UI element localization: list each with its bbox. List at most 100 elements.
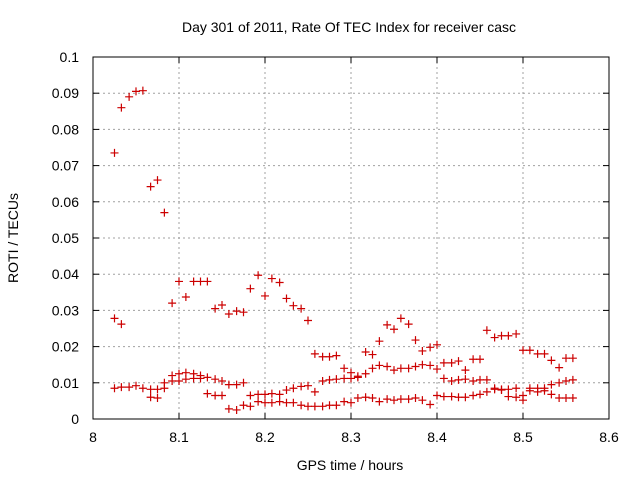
data-point [325,401,334,410]
data-point [525,346,534,355]
data-point [547,380,556,389]
data-point [418,360,427,369]
data-point [361,348,370,357]
data-point [426,361,435,370]
data-point [433,340,441,349]
series-mid [110,314,577,381]
data-point [203,373,212,382]
x-tick-label: 8.6 [599,429,619,445]
data-point [347,374,355,383]
y-tick-label: 0.03 [52,302,79,318]
data-point [562,376,570,385]
data-point [469,376,478,385]
data-point [404,364,413,373]
y-tick-label: 0.1 [60,49,80,65]
data-point [275,278,284,287]
data-point [275,397,284,406]
data-point [297,382,306,391]
data-point [304,316,312,325]
data-points [110,86,577,414]
data-point [289,301,298,310]
data-point [562,354,570,363]
data-point [555,363,564,372]
data-point [318,352,327,361]
x-tick-label: 8.2 [255,429,275,445]
data-point [246,284,255,293]
data-point [146,182,155,191]
data-point [261,291,269,300]
data-point [132,381,140,390]
data-point [203,277,212,286]
data-point [232,405,241,414]
data-point [347,398,355,407]
data-point [512,329,521,338]
data-point [476,355,484,364]
data-point [368,394,377,403]
data-point [469,355,478,364]
data-point [461,393,470,402]
data-point [447,392,456,401]
data-point [390,366,398,375]
y-tick-label: 0.04 [52,266,79,282]
data-point [218,376,226,385]
data-point [411,336,420,345]
axis-ticks [92,56,610,420]
data-point [426,343,435,352]
data-point [275,390,284,399]
data-point [454,393,463,402]
y-tick-label: 0.06 [52,194,79,210]
data-point [175,369,183,378]
data-point [117,320,126,329]
data-point [153,394,162,403]
x-tick-label: 8.3 [341,429,361,445]
data-point [396,364,405,373]
data-point [318,402,327,411]
data-point [267,274,276,283]
y-tick-label: 0.02 [52,339,79,355]
data-point [224,380,233,389]
data-point [282,386,291,395]
data-point [325,375,334,384]
data-point [146,385,155,394]
data-point [390,396,398,405]
data-point [267,398,276,407]
data-point [368,364,377,373]
data-point [189,277,198,286]
data-point [482,326,491,335]
data-point [454,357,463,366]
data-point [332,375,341,384]
data-point [117,103,126,112]
data-point [476,375,484,384]
y-tick-label: 0.07 [52,158,79,174]
data-point [461,375,470,384]
data-point [181,375,190,384]
data-point [411,362,420,371]
data-point [353,373,362,382]
data-point [168,299,177,308]
series-low-2 [146,374,577,414]
x-tick-label: 8 [89,429,97,445]
x-tick-label: 8.1 [169,429,189,445]
data-point [232,380,241,389]
data-point [482,387,491,396]
data-point [160,208,169,217]
data-point [476,390,484,399]
data-point [254,390,263,399]
data-point [211,304,220,313]
data-point [261,390,269,399]
data-point [218,300,226,309]
data-point [267,389,276,398]
y-tick-label: 0.09 [52,85,79,101]
data-point [175,376,183,385]
data-point [504,385,513,394]
data-point [239,308,248,317]
data-point [310,387,319,396]
data-point [439,392,448,401]
data-point [125,383,134,392]
data-point [568,394,577,403]
data-point [261,398,269,407]
data-point [325,352,334,361]
data-point [196,277,205,286]
data-point [404,320,413,329]
